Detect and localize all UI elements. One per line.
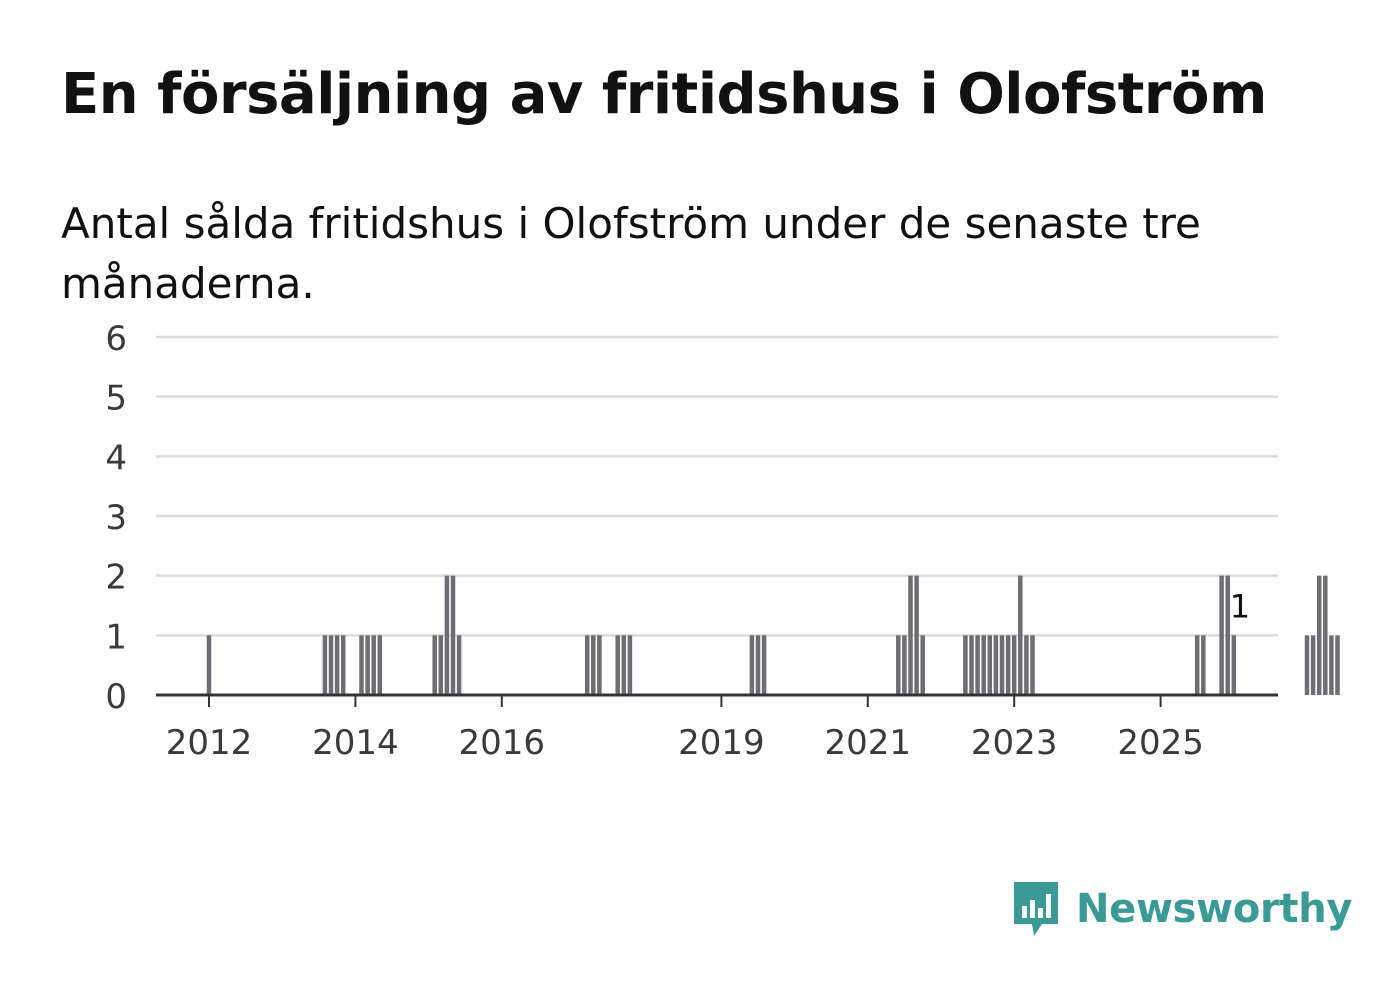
bar: [328, 635, 334, 695]
bar: [1201, 635, 1206, 695]
bar: [1335, 635, 1340, 695]
bar: [975, 635, 980, 695]
bar: [993, 635, 999, 695]
y-tick-label: 3: [105, 498, 127, 538]
y-tick-label: 0: [105, 677, 127, 717]
bar: [371, 635, 376, 695]
chart-title: En försäljning av fritidshus i Olofström: [61, 62, 1267, 127]
bar: [981, 635, 986, 695]
x-tick-label: 2014: [312, 723, 399, 763]
y-tick-label: 5: [105, 379, 127, 419]
bar: [1194, 635, 1200, 695]
brand-name: Newsworthy: [1076, 886, 1353, 932]
bar: [1018, 575, 1023, 695]
bar: [340, 635, 346, 695]
x-axis-ticks: 2012 2014 2016 2019 2021 2023 2025: [166, 695, 1204, 763]
x-tick-label: 2023: [971, 723, 1058, 763]
bar: [359, 635, 364, 695]
newsworthy-logo-icon: [1014, 882, 1058, 936]
bar: [432, 635, 437, 695]
bar: [1310, 635, 1316, 695]
bar: [1304, 635, 1310, 695]
bar: [322, 635, 328, 695]
y-tick-label: 1: [105, 617, 127, 657]
x-tick-label: 2016: [459, 723, 546, 763]
x-tick-label: 2025: [1117, 723, 1204, 763]
bar: [896, 635, 901, 695]
bar: [902, 635, 907, 695]
bar: [1323, 575, 1328, 695]
data-labels: 1: [1227, 584, 1253, 628]
bar: [1231, 635, 1237, 695]
bar: [456, 635, 462, 695]
y-tick-label: 6: [105, 319, 127, 359]
bar: [584, 635, 590, 695]
x-tick-label: 2021: [825, 723, 912, 763]
y-axis-ticks: 0 1 2 3 4 5 6: [105, 319, 127, 717]
y-tick-label: 2: [105, 558, 127, 598]
bar: [621, 635, 627, 695]
bar: [987, 635, 993, 695]
bar: [206, 635, 212, 695]
bar: [999, 635, 1005, 695]
bar: [591, 635, 596, 695]
bar: [755, 635, 761, 695]
x-tick-label: 2012: [166, 723, 253, 763]
bar: [749, 635, 755, 695]
bar: [597, 635, 602, 695]
bar: [761, 635, 767, 695]
bar: [444, 575, 450, 695]
highlight-data-label: 1: [1230, 587, 1250, 625]
bar: [1005, 635, 1011, 695]
bar: [963, 635, 968, 695]
bar: [627, 635, 633, 695]
bar: [450, 575, 456, 695]
bar: [969, 635, 974, 695]
x-tick-label: 2019: [678, 723, 765, 763]
bar: [365, 635, 370, 695]
bar: [914, 575, 919, 695]
bar: [615, 635, 620, 695]
bar: [1219, 575, 1224, 695]
y-tick-label: 4: [105, 438, 127, 478]
bars: [206, 575, 1340, 695]
bar: [1316, 575, 1322, 695]
bar: [1329, 635, 1334, 695]
bar: [1030, 635, 1035, 695]
bar: [438, 635, 444, 695]
bar: [920, 635, 925, 695]
newsworthy-brand: Newsworthy: [1010, 878, 1353, 940]
bar: [908, 575, 913, 695]
bar: [1024, 635, 1029, 695]
bar: [1011, 635, 1017, 695]
bar: [377, 635, 383, 695]
chart-subtitle: Antal sålda fritidshus i Olofström under…: [61, 199, 1201, 308]
bar: [334, 635, 340, 695]
bar: [1225, 575, 1230, 695]
gridlines: [156, 335, 1278, 637]
